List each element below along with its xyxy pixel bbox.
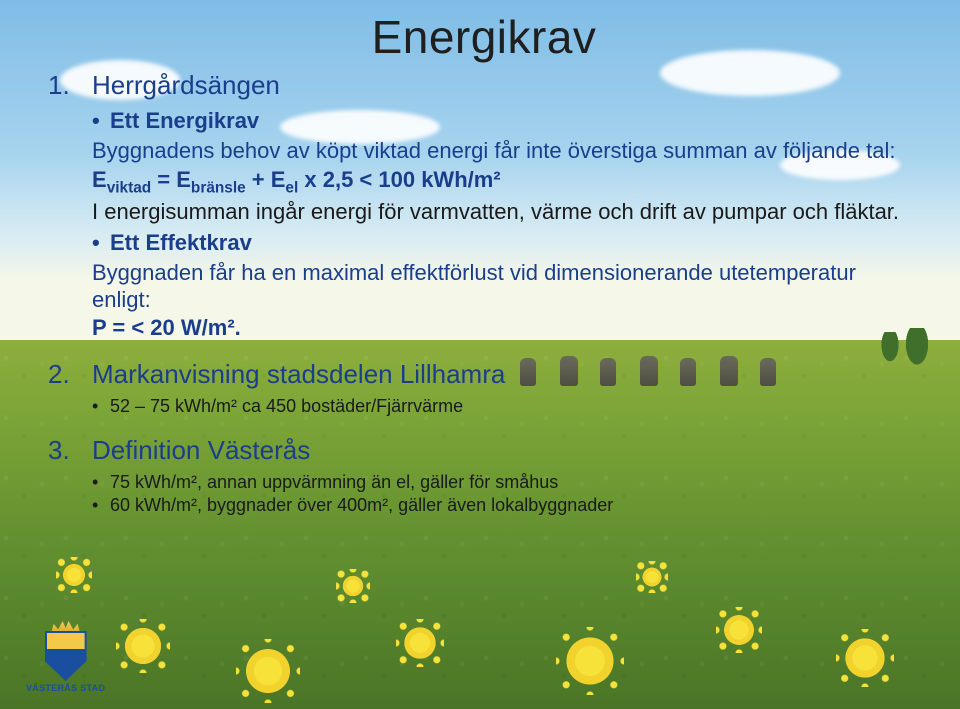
body-text: Byggnadens behov av köpt viktad energi f… xyxy=(92,137,920,165)
bullet-heading: Ett Effektkrav xyxy=(110,229,920,257)
section-body: 75 kWh/m², annan uppvärmning än el, gäll… xyxy=(92,472,920,516)
section-heading: Markanvisning stadsdelen Lillhamra xyxy=(48,359,920,390)
section-2: Markanvisning stadsdelen Lillhamra 52 – … xyxy=(48,359,920,417)
formula: Eviktad = Ebränsle + Eel x 2,5 < 100 kWh… xyxy=(92,166,920,198)
formula: P = < 20 W/m². xyxy=(92,314,920,342)
section-body: Ett Energikrav Byggnadens behov av köpt … xyxy=(92,107,920,341)
body-text: Byggnaden får ha en maximal effektförlus… xyxy=(92,259,920,314)
shield-icon xyxy=(45,631,87,681)
ordered-list: Herrgårdsängen Ett Energikrav Byggnadens… xyxy=(48,70,920,516)
section-3: Definition Västerås 75 kWh/m², annan upp… xyxy=(48,435,920,516)
body-text: I energisumman ingår energi för varmvatt… xyxy=(92,198,920,226)
slide-title: Energikrav xyxy=(48,10,920,64)
content: Energikrav Herrgårdsängen Ett Energikrav… xyxy=(0,0,960,709)
shield-stripe xyxy=(47,633,85,649)
logo-text: VÄSTERÅS STAD xyxy=(26,683,105,693)
list-item: 60 kWh/m², byggnader över 400m², gäller … xyxy=(110,495,920,516)
section-heading: Herrgårdsängen xyxy=(48,70,920,101)
slide: Energikrav Herrgårdsängen Ett Energikrav… xyxy=(0,0,960,709)
list-item: 75 kWh/m², annan uppvärmning än el, gäll… xyxy=(110,472,920,493)
section-body: 52 – 75 kWh/m² ca 450 bostäder/Fjärrvärm… xyxy=(92,396,920,417)
list-item: 52 – 75 kWh/m² ca 450 bostäder/Fjärrvärm… xyxy=(110,396,920,417)
section-heading: Definition Västerås xyxy=(48,435,920,466)
logo: VÄSTERÅS STAD xyxy=(26,631,105,693)
section-1: Herrgårdsängen Ett Energikrav Byggnadens… xyxy=(48,70,920,341)
bullet-heading: Ett Energikrav xyxy=(110,107,920,135)
